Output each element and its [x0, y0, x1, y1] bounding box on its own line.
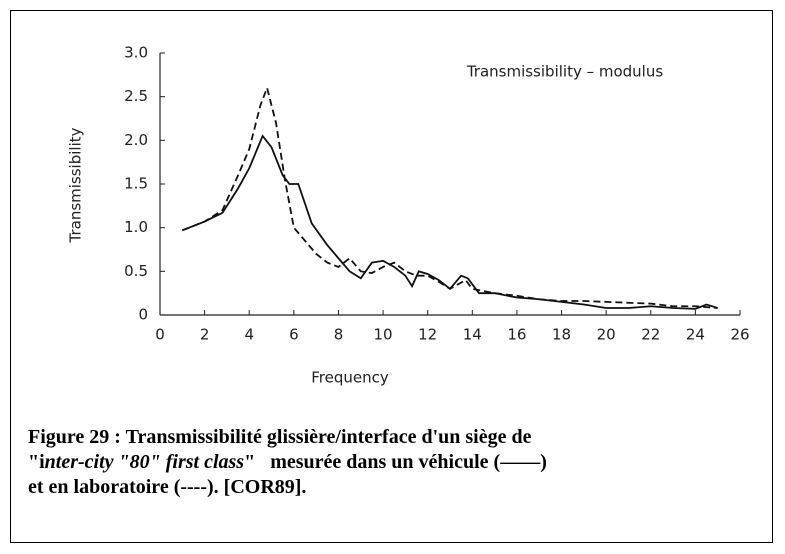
caption-text: Figure 29 : Transmissibilité glissière/i… — [28, 426, 532, 448]
x-tick-label: 14 — [463, 326, 482, 344]
y-tick-label: 3.0 — [124, 44, 148, 62]
caption-text: "i — [28, 451, 45, 473]
y-tick-label: 2.5 — [124, 87, 148, 105]
x-axis-label: Frequency — [311, 369, 389, 387]
caption-text: nter-city "80" first class — [44, 451, 245, 473]
x-tick-label: 16 — [507, 326, 526, 344]
caption-line: "inter-city "80" first class" mesurée da… — [28, 450, 547, 475]
annotation: Transmissibility – modulus — [466, 63, 664, 81]
x-tick-label: 0 — [155, 326, 165, 344]
x-tick-label: 18 — [552, 326, 571, 344]
line-series — [181, 134, 718, 310]
x-tick-label: 10 — [374, 326, 393, 344]
figure-frame — [10, 10, 773, 543]
y-tick-label: 0.5 — [124, 262, 148, 280]
y-tick-label: 0 — [138, 306, 148, 324]
x-tick-label: 26 — [730, 326, 749, 344]
caption: Figure 29 : Transmissibilité glissière/i… — [28, 425, 547, 500]
caption-line: et en laboratoire (----). [COR89]. — [28, 475, 547, 500]
caption-text: " mesurée dans un véhicule (——) — [244, 451, 547, 473]
x-tick-label: 4 — [244, 326, 254, 344]
chart: Transmissibility – modulus Frequency Tra… — [67, 44, 750, 387]
x-tick-label: 24 — [686, 326, 705, 344]
x-tick-label: 6 — [289, 326, 299, 344]
y-tick-label: 2.0 — [124, 131, 148, 149]
x-tick-label: 20 — [597, 326, 616, 344]
caption-line: Figure 29 : Transmissibilité glissière/i… — [28, 425, 547, 450]
x-tick-label: 12 — [418, 326, 437, 344]
x-tick-label: 8 — [334, 326, 344, 344]
caption-text: et en laboratoire (----). [COR89]. — [28, 476, 307, 498]
y-axis-label: Transmissibility — [67, 127, 85, 243]
x-tick-label: 2 — [200, 326, 210, 344]
y-tick-label: 1.5 — [124, 175, 148, 193]
line-series — [181, 84, 718, 309]
x-tick-label: 22 — [641, 326, 660, 344]
y-tick-label: 1.0 — [124, 218, 148, 236]
